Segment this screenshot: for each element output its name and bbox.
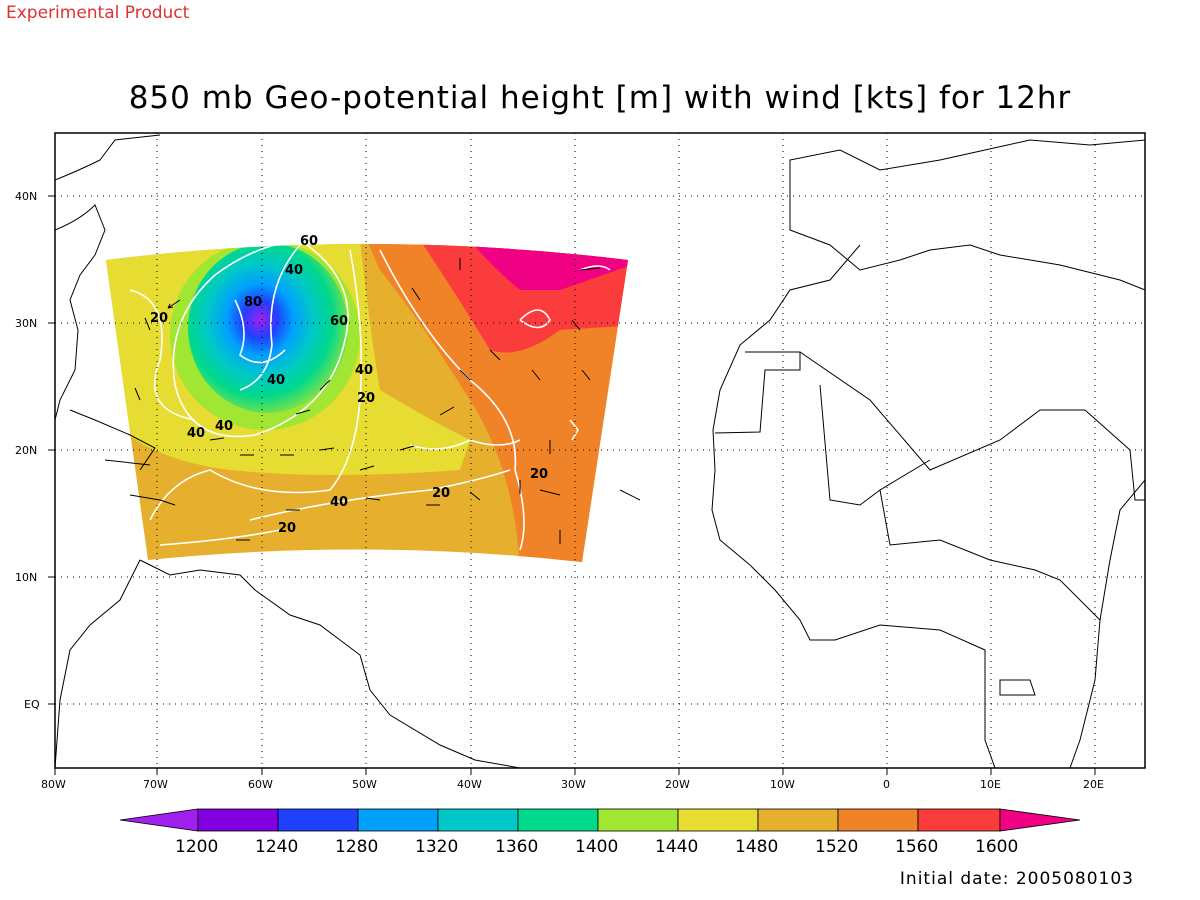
- contour-label: 40: [187, 426, 205, 441]
- lon-label: 40W: [457, 778, 482, 791]
- lon-label: 80W: [41, 778, 66, 791]
- wind-contour-labels: 60 40 80 60 40 40 20 20 40 40 40 20 40 2…: [150, 234, 548, 536]
- contour-label: 80: [244, 295, 262, 310]
- lat-label: EQ: [24, 698, 40, 711]
- contour-label: 20: [530, 467, 548, 482]
- colorbar-label: 1440: [655, 837, 698, 857]
- contour-label: 40: [285, 263, 303, 278]
- colorbar-swatch: [757, 808, 839, 832]
- contour-label: 20: [150, 311, 168, 326]
- lon-label: 10W: [770, 778, 795, 791]
- colorbar-swatch: [597, 808, 679, 832]
- colorbar-label: 1560: [895, 837, 938, 857]
- contour-label: 40: [330, 495, 348, 510]
- wind-contours: [129, 244, 611, 551]
- colorbar-swatch: [357, 808, 439, 832]
- colorbar: [119, 808, 1081, 832]
- colorbar-labels: 1200 1240 1280 1320 1360 1400 1440 1480 …: [175, 837, 1018, 857]
- initial-date: Initial date: 2005080103: [899, 869, 1134, 889]
- height-shading: [106, 244, 628, 562]
- colorbar-label: 1200: [175, 837, 218, 857]
- contour-label: 60: [330, 314, 348, 329]
- colorbar-label: 1520: [815, 837, 858, 857]
- lon-label: 20W: [665, 778, 690, 791]
- colorbar-swatch: [517, 808, 599, 832]
- colorbar-label: 1280: [335, 837, 378, 857]
- lon-label: 70W: [143, 778, 168, 791]
- colorbar-swatch: [197, 808, 279, 832]
- lat-label: 20N: [15, 444, 37, 457]
- colorbar-label: 1320: [415, 837, 458, 857]
- colorbar-label: 1400: [575, 837, 618, 857]
- latitude-labels: 40N 30N 20N 10N EQ: [15, 190, 40, 711]
- map-title: 850 mb Geo-potential height [m] with win…: [128, 80, 1072, 116]
- colorbar-label: 1240: [255, 837, 298, 857]
- colorbar-swatch: [277, 808, 359, 832]
- colorbar-label: 1360: [495, 837, 538, 857]
- lat-label: 10N: [15, 571, 37, 584]
- lat-label: 40N: [15, 190, 37, 203]
- lon-label: 60W: [248, 778, 273, 791]
- lon-label: 20E: [1083, 778, 1104, 791]
- coastlines: [55, 134, 1145, 768]
- colorbar-swatch: [837, 808, 919, 832]
- axis-ticks: [48, 195, 1096, 775]
- lon-label: 30W: [561, 778, 586, 791]
- colorbar-swatch: [917, 808, 1001, 832]
- colorbar-lower-arrow: [119, 808, 199, 832]
- contour-label: 40: [215, 419, 233, 434]
- contour-label: 40: [267, 373, 285, 388]
- contour-label: 40: [355, 363, 373, 378]
- colorbar-swatch: [437, 808, 519, 832]
- lon-label: 10E: [980, 778, 1001, 791]
- lat-label: 30N: [15, 317, 37, 330]
- wind-vectors: [134, 258, 613, 544]
- experimental-product-label: Experimental Product: [6, 3, 190, 23]
- colorbar-swatch: [677, 808, 759, 832]
- colorbar-label: 1600: [975, 837, 1018, 857]
- contour-label: 20: [357, 391, 375, 406]
- colorbar-label: 1480: [735, 837, 778, 857]
- longitude-labels: 80W 70W 60W 50W 40W 30W 20W 10W 0 10E 20…: [41, 778, 1104, 791]
- lon-label: 0: [883, 778, 890, 791]
- contour-label: 20: [432, 486, 450, 501]
- colorbar-upper-arrow: [999, 808, 1081, 832]
- contour-label: 60: [300, 234, 318, 249]
- contour-label: 20: [278, 521, 296, 536]
- lon-label: 50W: [352, 778, 377, 791]
